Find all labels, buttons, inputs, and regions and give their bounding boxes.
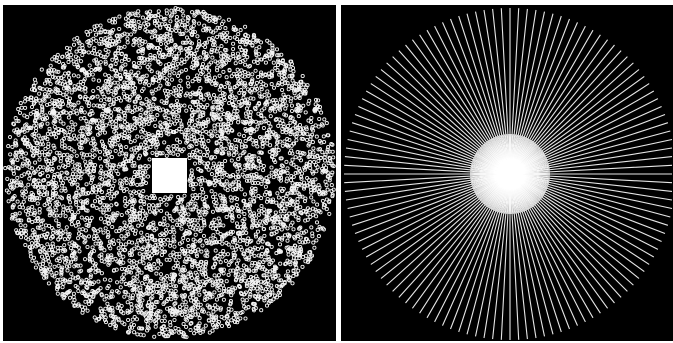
center-burst xyxy=(497,162,523,186)
radial-lines-inner xyxy=(469,133,551,215)
dot-field xyxy=(3,6,336,340)
center-square xyxy=(152,158,187,193)
radial-lines xyxy=(344,8,673,340)
